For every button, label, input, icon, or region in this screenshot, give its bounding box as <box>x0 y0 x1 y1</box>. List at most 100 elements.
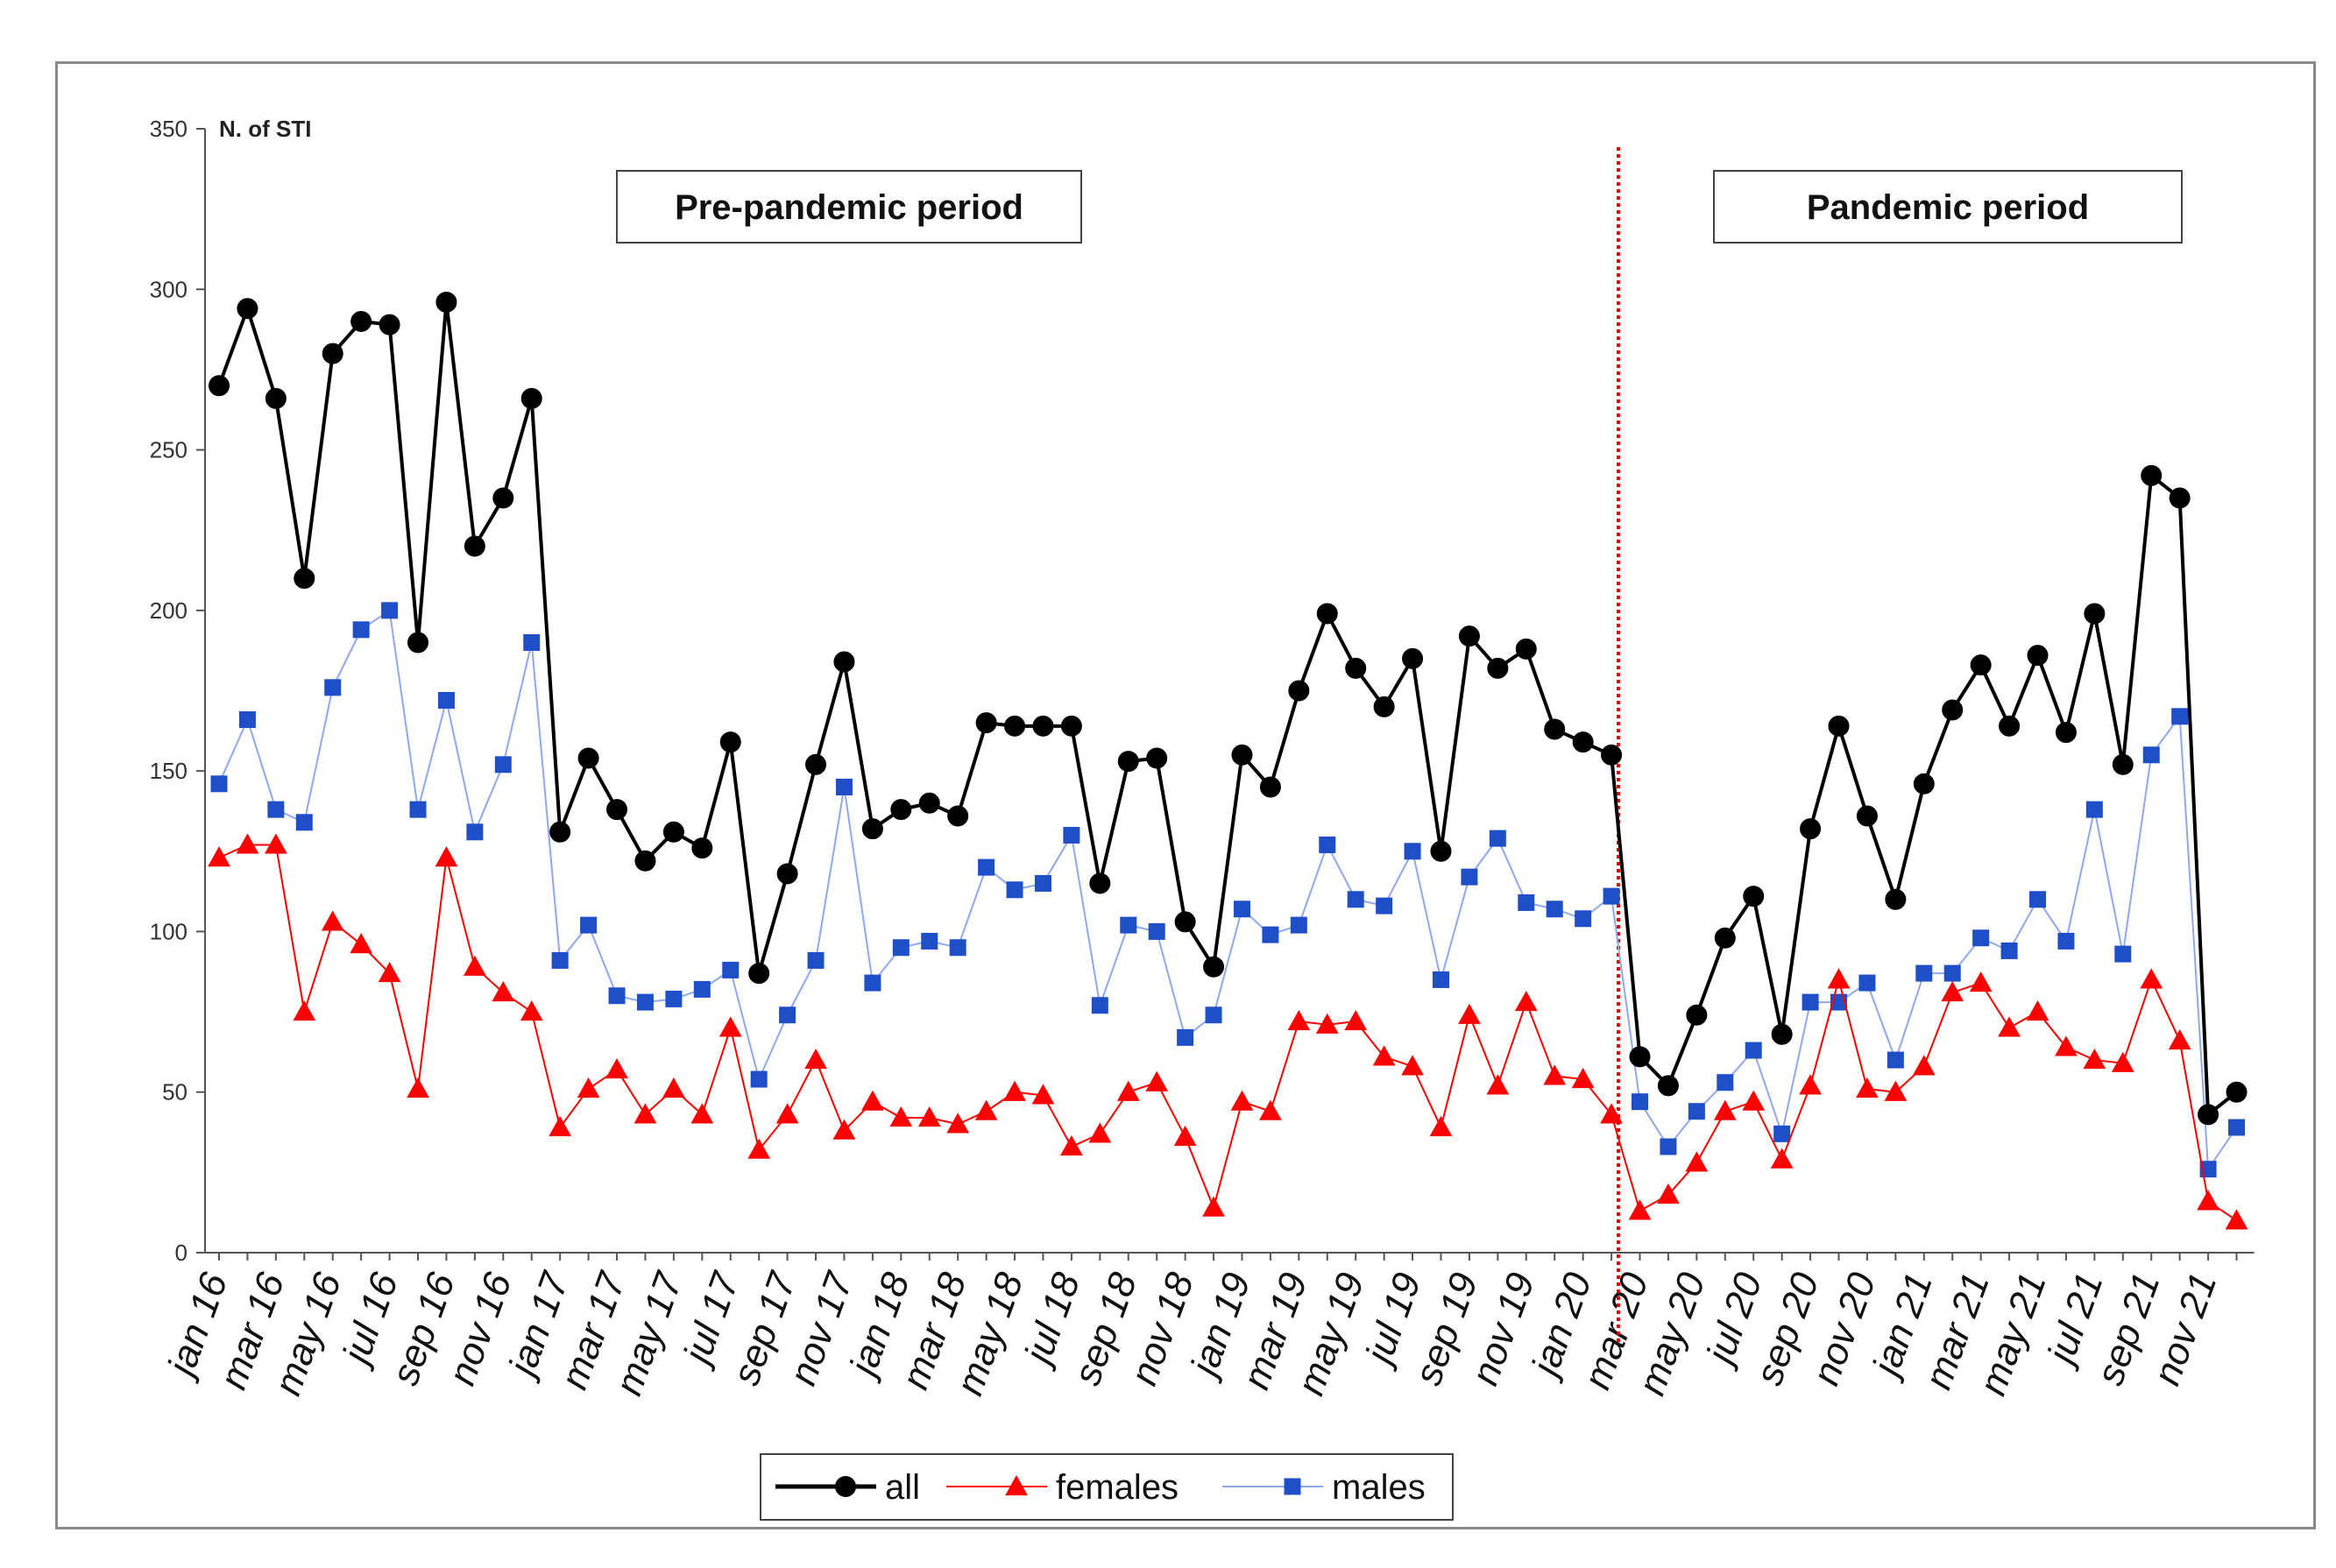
data-point-all <box>1885 888 1907 910</box>
data-point-males <box>779 1006 796 1024</box>
series-line-all <box>217 301 2238 1119</box>
data-point-all <box>350 310 372 332</box>
data-point-males <box>1319 836 1336 853</box>
data-point-females <box>1799 1074 1822 1095</box>
y-tick-label: 200 <box>150 597 188 624</box>
data-point-females <box>917 1106 941 1127</box>
data-point-males <box>1943 964 1961 982</box>
y-tick-label: 100 <box>150 918 188 944</box>
legend-label-all: all <box>885 1468 920 1507</box>
data-point-males <box>1886 1051 1904 1069</box>
data-point-all <box>1402 647 1424 669</box>
legend-marker-males <box>1284 1478 1301 1495</box>
data-point-females <box>1827 968 1851 989</box>
data-point-females <box>1628 1199 1652 1220</box>
data-point-all <box>407 632 429 653</box>
data-point-all <box>1657 1075 1679 1097</box>
data-point-females <box>1543 1064 1567 1085</box>
data-point-males <box>1148 922 1165 940</box>
data-point-females <box>634 1103 657 1124</box>
data-point-females <box>662 1077 685 1098</box>
data-point-females <box>2225 1209 2248 1230</box>
data-point-females <box>974 1099 998 1120</box>
pandemic-label-box <box>1713 170 2183 244</box>
data-point-males <box>864 974 881 992</box>
data-point-males <box>1546 901 1563 918</box>
data-point-all <box>606 799 628 821</box>
data-point-all <box>1117 751 1139 773</box>
data-point-all <box>2027 645 2049 667</box>
y-tick-label: 300 <box>150 276 188 302</box>
data-point-all <box>2112 753 2134 775</box>
data-point-males <box>835 778 853 795</box>
data-point-males <box>1034 874 1051 892</box>
data-point-males <box>1120 916 1137 934</box>
data-point-all <box>748 963 770 985</box>
data-point-males <box>636 993 654 1011</box>
data-point-females <box>1173 1126 1197 1147</box>
data-point-all <box>776 863 798 885</box>
data-point-females <box>1060 1135 1083 1156</box>
data-point-females <box>492 981 515 1002</box>
data-point-females <box>1429 1116 1453 1137</box>
data-point-all <box>237 298 258 320</box>
data-point-females <box>321 910 344 931</box>
data-point-all <box>1999 715 2021 737</box>
data-point-males <box>352 621 370 639</box>
data-point-all <box>1942 699 1964 721</box>
data-point-males <box>1603 887 1620 905</box>
data-point-males <box>1972 929 1990 947</box>
data-point-all <box>861 818 883 840</box>
data-point-females <box>350 933 372 954</box>
series-males <box>210 602 2246 1178</box>
data-point-all <box>2141 464 2163 486</box>
data-point-females <box>718 1016 742 1037</box>
legend-label-females: females <box>1056 1468 1179 1507</box>
data-point-females <box>2168 1029 2191 1050</box>
data-point-all <box>520 387 542 409</box>
data-point-females <box>208 846 230 867</box>
data-point-all <box>1771 1023 1793 1045</box>
data-point-all <box>719 731 741 753</box>
data-point-females <box>804 1049 827 1070</box>
data-point-all <box>918 792 940 814</box>
data-point-males <box>1915 964 1933 982</box>
data-point-all <box>379 314 400 335</box>
data-point-all <box>1487 657 1509 679</box>
data-point-all <box>294 568 315 590</box>
data-point-females <box>1003 1080 1026 1101</box>
data-point-males <box>2114 945 2132 963</box>
series-females <box>208 833 2248 1230</box>
data-point-all <box>1856 805 1878 827</box>
data-point-all <box>975 712 997 734</box>
series-line-males <box>218 609 2238 1172</box>
data-point-females <box>605 1058 628 1079</box>
data-point-all <box>890 799 912 821</box>
data-point-males <box>437 691 455 709</box>
data-point-males <box>267 801 285 818</box>
data-point-females <box>464 955 486 976</box>
data-point-females <box>1315 1013 1339 1034</box>
data-point-all <box>1601 744 1623 766</box>
data-point-all <box>1458 625 1480 647</box>
data-point-all <box>209 375 230 397</box>
data-point-males <box>1290 916 1307 934</box>
data-point-males <box>693 980 711 998</box>
y-axis-label: N. of STI <box>219 116 311 142</box>
data-point-males <box>523 634 541 652</box>
data-point-females <box>1486 1074 1510 1095</box>
data-point-females <box>1116 1080 1140 1101</box>
data-point-females <box>1344 1010 1368 1031</box>
data-point-females <box>747 1138 771 1159</box>
data-point-males <box>1262 926 1279 943</box>
data-point-all <box>805 753 827 775</box>
y-tick-label: 0 <box>175 1240 188 1266</box>
data-point-all <box>1032 715 1054 737</box>
data-point-females <box>1514 991 1538 1012</box>
data-point-females <box>690 1103 714 1124</box>
data-point-all <box>1373 696 1395 717</box>
data-point-females <box>2026 1000 2049 1021</box>
data-point-males <box>1802 993 1819 1011</box>
data-point-males <box>1376 897 1393 915</box>
